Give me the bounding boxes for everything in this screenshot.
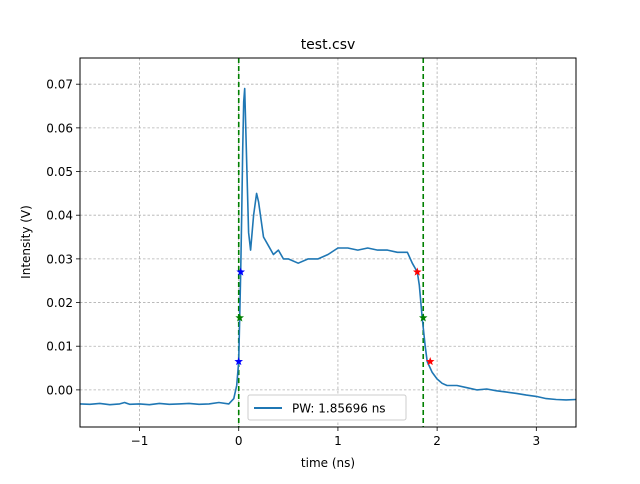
y-tick-label: 0.02: [46, 296, 73, 310]
legend-box: [247, 394, 407, 421]
y-tick-label: 0.04: [46, 209, 73, 223]
y-tick-label: 0.05: [46, 165, 73, 179]
series-layer: [79, 87, 577, 406]
star-marker: [236, 267, 245, 276]
y-axis-label: Intensity (V): [19, 205, 33, 279]
markers-layer: [234, 267, 435, 366]
legend-label: PW: 1.85696 ns: [292, 402, 386, 416]
star-marker: [425, 357, 435, 366]
x-tick-label: 2: [433, 434, 441, 448]
legend: PW: 1.85696 ns: [247, 394, 407, 421]
star-marker: [419, 313, 428, 322]
plot-frame: [79, 57, 577, 428]
x-tick-label: 0: [235, 434, 243, 448]
x-tick-label: 3: [532, 434, 540, 448]
y-tick-label: 0.06: [46, 121, 73, 135]
y-tick-label: 0.07: [46, 78, 73, 92]
x-tick-label: −1: [131, 434, 149, 448]
chart-title: test.csv: [301, 37, 356, 53]
x-axis-label: time (ns): [301, 456, 355, 470]
x-tick-label: 1: [334, 434, 342, 448]
axis-ticks: −1 0 1 2 3 0.00 0.01 0.02 0.03 0.04 0.05 0.06 0.07: [46, 78, 540, 448]
y-tick-label: 0.01: [46, 340, 73, 354]
star-marker: [413, 267, 422, 276]
grid: [80, 58, 576, 427]
series-line: [79, 87, 577, 406]
y-tick-label: 0.03: [46, 252, 73, 266]
star-marker: [234, 357, 243, 366]
star-marker: [235, 313, 244, 322]
y-tick-label: 0.00: [46, 383, 73, 397]
